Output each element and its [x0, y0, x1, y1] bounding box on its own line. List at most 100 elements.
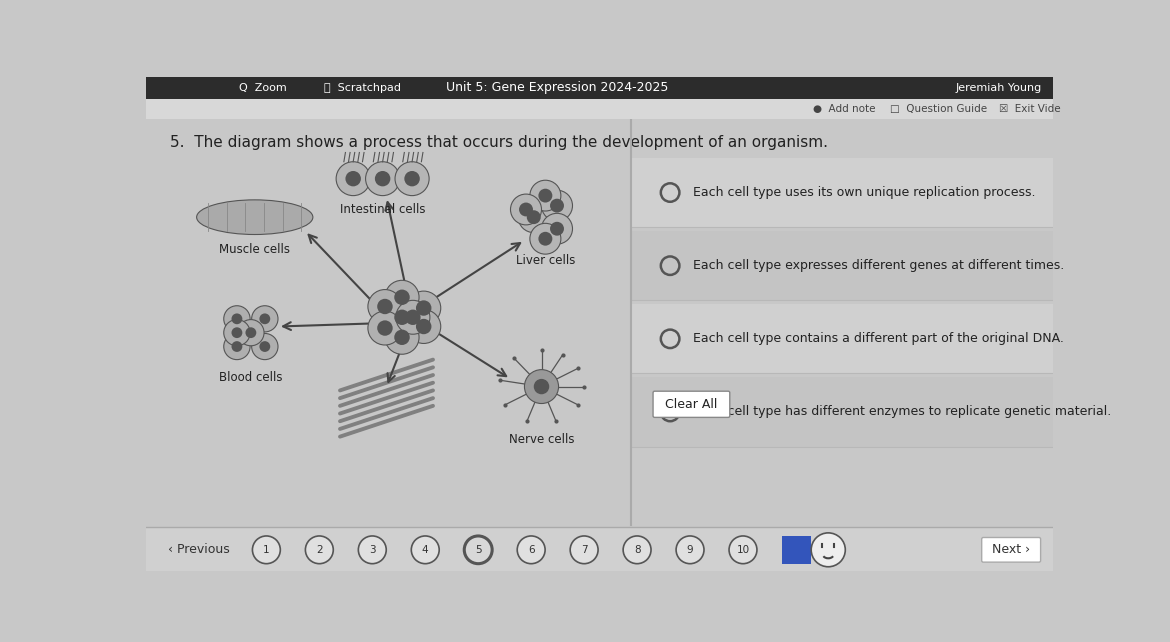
- Circle shape: [407, 309, 441, 343]
- Circle shape: [365, 162, 400, 196]
- Circle shape: [524, 370, 558, 404]
- Circle shape: [345, 171, 360, 186]
- Circle shape: [407, 291, 441, 325]
- Circle shape: [464, 536, 493, 564]
- Circle shape: [246, 327, 256, 338]
- Text: 7: 7: [580, 545, 587, 555]
- Text: 5.  The diagram shows a process that occurs during the development of an organis: 5. The diagram shows a process that occu…: [170, 135, 827, 150]
- Text: Intestinal cells: Intestinal cells: [339, 204, 426, 216]
- Bar: [782, 536, 811, 564]
- Text: Jeremiah Young: Jeremiah Young: [955, 83, 1041, 93]
- Circle shape: [510, 194, 542, 225]
- Circle shape: [542, 190, 572, 221]
- Circle shape: [305, 536, 333, 564]
- Text: ⎘  Scratchpad: ⎘ Scratchpad: [324, 83, 401, 93]
- Circle shape: [405, 309, 420, 325]
- Bar: [632, 377, 1053, 447]
- Bar: [146, 528, 1053, 571]
- Circle shape: [260, 313, 270, 324]
- Circle shape: [336, 162, 370, 196]
- Text: Q  Zoom: Q Zoom: [239, 83, 287, 93]
- Circle shape: [538, 232, 552, 246]
- Circle shape: [223, 306, 250, 332]
- Text: Unit 5: Gene Expression 2024-2025: Unit 5: Gene Expression 2024-2025: [446, 82, 668, 94]
- Bar: [632, 158, 1053, 227]
- FancyBboxPatch shape: [982, 537, 1040, 562]
- Circle shape: [417, 319, 432, 334]
- Text: Nerve cells: Nerve cells: [509, 433, 574, 446]
- Bar: [146, 77, 1053, 99]
- Circle shape: [534, 379, 549, 394]
- Text: Each cell type uses its own unique replication process.: Each cell type uses its own unique repli…: [694, 186, 1035, 199]
- Text: 9: 9: [687, 545, 694, 555]
- Circle shape: [367, 290, 402, 324]
- Circle shape: [223, 320, 250, 346]
- Text: 3: 3: [369, 545, 376, 555]
- Circle shape: [252, 333, 278, 360]
- Circle shape: [538, 189, 552, 202]
- Text: Each cell type contains a different part of the original DNA.: Each cell type contains a different part…: [694, 333, 1065, 345]
- Text: Next ›: Next ›: [992, 543, 1031, 557]
- Circle shape: [238, 320, 264, 346]
- Circle shape: [729, 536, 757, 564]
- Circle shape: [412, 536, 439, 564]
- Text: 5: 5: [475, 545, 482, 555]
- Circle shape: [232, 341, 242, 352]
- Ellipse shape: [197, 200, 312, 234]
- Circle shape: [676, 536, 704, 564]
- Text: Clear All: Clear All: [665, 398, 717, 411]
- Text: ‹ Previous: ‹ Previous: [168, 543, 229, 557]
- Circle shape: [385, 320, 419, 354]
- Circle shape: [394, 329, 409, 345]
- Text: 2: 2: [316, 545, 323, 555]
- Circle shape: [260, 341, 270, 352]
- Text: 6: 6: [528, 545, 535, 555]
- Circle shape: [232, 313, 242, 324]
- Text: Each cell type has different enzymes to replicate genetic material.: Each cell type has different enzymes to …: [694, 406, 1112, 419]
- Circle shape: [394, 309, 409, 325]
- Bar: [632, 231, 1053, 300]
- Circle shape: [374, 171, 391, 186]
- Circle shape: [570, 536, 598, 564]
- Circle shape: [377, 299, 393, 314]
- Circle shape: [550, 199, 564, 213]
- Circle shape: [550, 221, 564, 236]
- Text: Muscle cells: Muscle cells: [219, 243, 290, 256]
- Bar: [632, 304, 1053, 374]
- Circle shape: [358, 536, 386, 564]
- Text: 4: 4: [422, 545, 428, 555]
- Text: □  Question Guide: □ Question Guide: [890, 105, 987, 114]
- Circle shape: [252, 306, 278, 332]
- Circle shape: [385, 300, 419, 334]
- Circle shape: [367, 311, 402, 345]
- Text: ☒  Exit Vide: ☒ Exit Vide: [999, 105, 1060, 114]
- Circle shape: [517, 536, 545, 564]
- Circle shape: [232, 327, 242, 338]
- Bar: [146, 99, 1053, 119]
- Text: 8: 8: [634, 545, 640, 555]
- Circle shape: [405, 171, 420, 186]
- Circle shape: [253, 536, 281, 564]
- Circle shape: [385, 281, 419, 314]
- Circle shape: [518, 202, 549, 232]
- Circle shape: [542, 213, 572, 244]
- Text: Each cell type expresses different genes at different times.: Each cell type expresses different genes…: [694, 259, 1065, 272]
- Circle shape: [530, 180, 560, 211]
- Circle shape: [526, 210, 541, 224]
- Circle shape: [624, 536, 651, 564]
- Circle shape: [519, 202, 534, 216]
- FancyBboxPatch shape: [653, 391, 730, 417]
- Text: Liver cells: Liver cells: [516, 254, 576, 267]
- Text: ●  Add note: ● Add note: [813, 105, 875, 114]
- Circle shape: [223, 333, 250, 360]
- Text: Blood cells: Blood cells: [219, 371, 283, 384]
- Circle shape: [395, 162, 429, 196]
- Circle shape: [811, 533, 845, 567]
- Circle shape: [394, 290, 409, 305]
- Bar: [146, 99, 1053, 529]
- Circle shape: [530, 223, 560, 254]
- Text: 10: 10: [736, 545, 750, 555]
- Text: 1: 1: [263, 545, 270, 555]
- Circle shape: [395, 300, 429, 334]
- Circle shape: [377, 320, 393, 336]
